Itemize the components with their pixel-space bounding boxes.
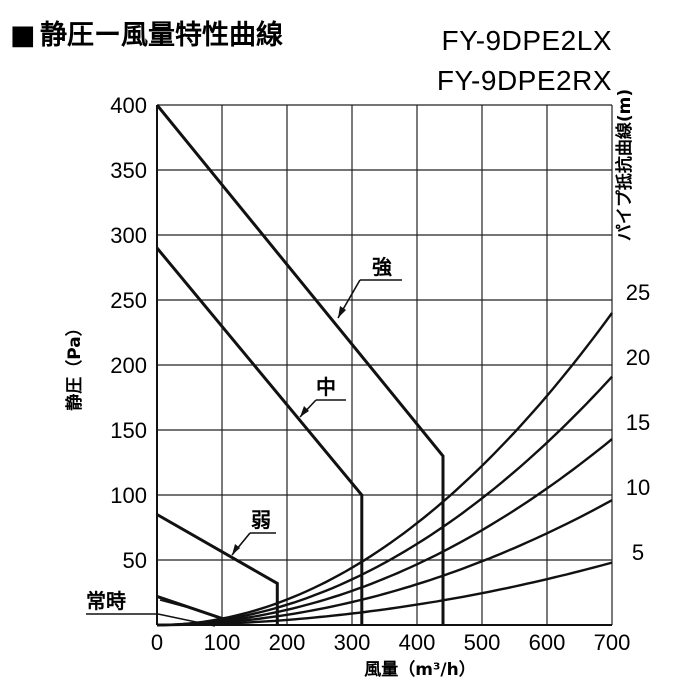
pipe-resistance-curve bbox=[157, 438, 613, 627]
title-marker: ■ bbox=[10, 20, 36, 51]
model-name-rx: FY-9DPE2RX bbox=[437, 65, 612, 96]
pipe-resistance-curves bbox=[156, 312, 613, 627]
y-tick-label: 100 bbox=[110, 483, 147, 508]
y-tick-label: 400 bbox=[110, 93, 147, 118]
y-tick-label: 150 bbox=[110, 418, 147, 443]
y2-axis-label: パイプ抵抗曲線(m) bbox=[614, 89, 635, 241]
label-medium: 中 bbox=[316, 375, 336, 399]
label-weak: 弱 bbox=[251, 508, 271, 532]
fan-curve-line bbox=[156, 594, 224, 625]
y2-tick-label: 5 bbox=[632, 540, 644, 565]
label-weak-group: 弱 bbox=[231, 508, 276, 556]
y-axis-label: 静圧（Pa） bbox=[64, 319, 85, 410]
chart-title-text: 静圧ー風量特性曲線 bbox=[40, 19, 283, 51]
label-normal: 常時 bbox=[86, 589, 126, 613]
y-tick-label: 350 bbox=[110, 158, 147, 183]
fan-curve-line bbox=[155, 104, 445, 625]
label-strong: 強 bbox=[372, 255, 392, 279]
x-tick-label: 200 bbox=[269, 630, 306, 655]
y2-tick-label: 15 bbox=[626, 410, 650, 435]
grid bbox=[156, 104, 613, 626]
y-tick-label: 300 bbox=[110, 223, 147, 248]
label-medium-group: 中 bbox=[299, 375, 346, 418]
pipe-resistance-curve bbox=[157, 561, 613, 627]
x-tick-label: 700 bbox=[594, 630, 631, 655]
fan-curves bbox=[155, 104, 445, 625]
x-axis-label: 風量（m³/h） bbox=[364, 659, 475, 680]
pipe-resistance-curve bbox=[156, 375, 613, 627]
model-name-lx: FY-9DPE2LX bbox=[442, 25, 613, 56]
x-tick-label: 0 bbox=[151, 630, 163, 655]
y-tick-label: 50 bbox=[123, 548, 147, 573]
y-tick-label: 250 bbox=[110, 288, 147, 313]
pipe-resistance-curve bbox=[156, 312, 613, 627]
fan-curve-line bbox=[155, 247, 364, 625]
x-tick-label: 500 bbox=[464, 630, 501, 655]
pipe-resistance-curve bbox=[157, 499, 613, 627]
fan-curve-line bbox=[156, 513, 279, 625]
y2-tick-label: 20 bbox=[626, 345, 650, 370]
x-tick-label: 300 bbox=[334, 630, 371, 655]
y2-tick-label: 25 bbox=[626, 280, 650, 305]
y2-tick-label: 10 bbox=[626, 475, 650, 500]
chart-title: ■ 静圧ー風量特性曲線 bbox=[10, 19, 283, 51]
x-tick-label: 400 bbox=[399, 630, 436, 655]
x-tick-label: 600 bbox=[529, 630, 566, 655]
label-normal-group: 常時 bbox=[86, 589, 216, 627]
y-tick-label: 200 bbox=[110, 353, 147, 378]
x-tick-label: 100 bbox=[204, 630, 241, 655]
label-strong-group: 強 bbox=[337, 255, 402, 319]
tick-labels: 0 100 200 300 400 500 600 700 50 100 150 200 250 300 3… bbox=[110, 93, 650, 655]
